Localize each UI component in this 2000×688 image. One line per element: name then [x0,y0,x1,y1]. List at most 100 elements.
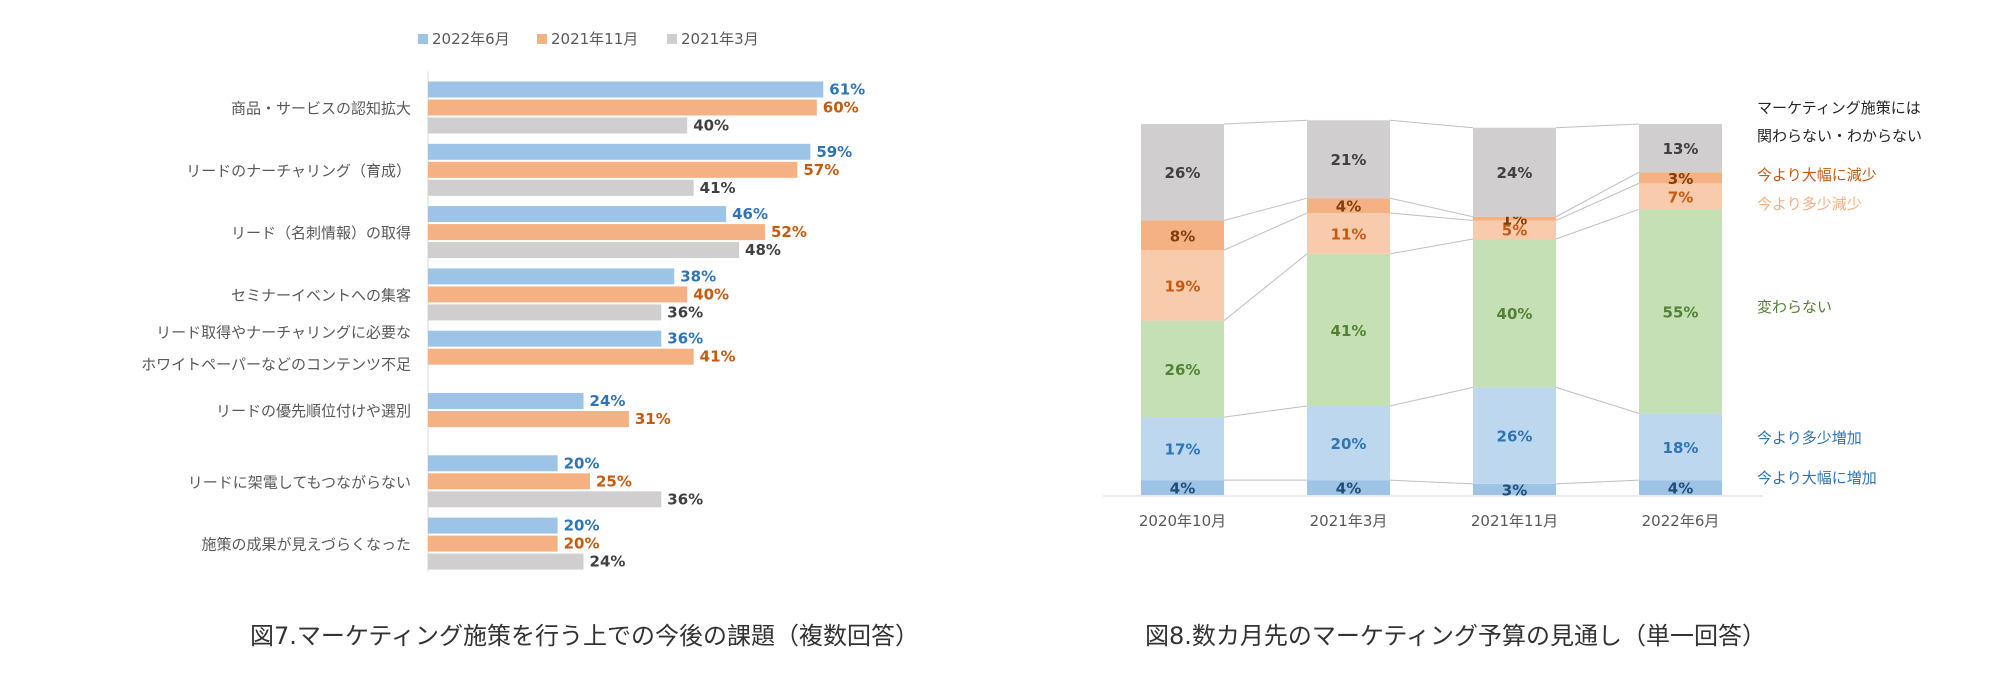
data-label: 20% [1331,435,1367,453]
data-label: 4% [1170,480,1195,498]
series-connector-line [1555,208,1640,240]
bar [428,535,558,552]
data-label: 17% [1165,441,1201,459]
data-label: 4% [1336,480,1361,498]
series-connector-line [1555,182,1640,221]
data-label: 19% [1165,277,1201,295]
bar [428,206,727,223]
data-label: 60% [823,99,859,117]
data-label: 26% [1497,428,1533,446]
data-label: 20% [564,535,600,553]
bar [428,304,662,321]
stack-segment [1473,483,1556,495]
stack-segment [1307,213,1390,254]
bar [428,81,824,98]
category-label: 2020年10月 [1139,512,1226,530]
data-label: 57% [803,161,839,179]
stack-segment [1639,480,1722,495]
data-label: 31% [635,410,671,428]
bar [428,143,811,160]
series-connector-line [1555,171,1640,218]
data-label: 3% [1668,170,1693,188]
data-label: 4% [1668,480,1693,498]
bar [428,242,740,259]
data-label: 61% [829,81,865,99]
stack-segment [1141,480,1224,495]
data-label: 40% [693,285,729,303]
bar [428,161,798,178]
stack-segment [1141,417,1224,481]
data-label: 20% [564,454,600,472]
data-label: 3% [1502,481,1527,499]
series-connector-line [1223,253,1308,322]
bar [428,224,765,241]
category-label: セミナーイベントへの集客 [231,286,411,304]
data-label: 24% [1497,164,1533,182]
category-label: 商品・サービスの認知拡大 [231,100,411,118]
data-label: 41% [700,179,736,197]
data-label: 41% [1331,322,1367,340]
stack-segment [1473,220,1556,240]
category-label: リードの優先順位付けや選別 [216,402,411,420]
bar [428,330,662,347]
data-label: 26% [1165,361,1201,379]
bar [428,455,558,472]
data-label: 13% [1663,140,1699,158]
stack-segment [1307,198,1390,214]
bar [428,179,694,196]
legend-label: 今より大幅に減少 [1757,166,1877,184]
bar [428,348,694,365]
stack-segment [1141,250,1224,321]
bar [428,517,558,534]
category-label: リード（名刺情報）の取得 [231,224,411,242]
legend-label: 2021年11月 [551,30,638,48]
stack-segment [1639,183,1722,210]
chart-marketing-budget-outlook: 4% 17% 26% 19% 8% 26% 2020年10月 4% 20% 41% 11% 4% 21%… [1103,99,1922,530]
stack-segment [1473,239,1556,388]
legend-label: マーケティング施策には [1757,99,1921,117]
data-label: 25% [596,472,632,490]
stack-segment [1639,413,1722,481]
series-connector-line [1223,119,1308,125]
legend-swatch [537,34,547,44]
category-label: 2021年11月 [1471,512,1558,530]
data-label: 52% [771,223,807,241]
series-connector-line [1389,386,1474,407]
legend-label: 2021年3月 [681,30,759,48]
series-connector-line [1389,479,1474,485]
category-label: リード取得やナーチャリングに必要な [156,324,411,342]
bar [428,393,584,409]
caption-figure-7: 図7.マーケティング施策を行う上での今後の課題（複数回答） [250,622,919,650]
caption-figure-8: 図8.数カ月先のマーケティング予算の見通し（単一回答） [1145,622,1766,650]
category-label: ホワイトペーパーなどのコンテンツ不足 [141,356,411,374]
data-label: 36% [667,490,703,508]
data-label: 41% [700,348,736,366]
series-connector-line [1555,386,1640,414]
bar [428,268,675,285]
data-label: 59% [816,143,852,161]
bar [428,473,590,490]
data-label: 40% [1497,305,1533,323]
series-connector-line [1389,238,1474,255]
stack-segment [1307,253,1390,406]
series-connector-line [1223,212,1308,251]
bar [428,117,688,134]
category-label: リードに架電してもつながらない [188,473,411,491]
data-label: 5% [1502,222,1527,240]
legend-label: 今より多少減少 [1757,195,1862,213]
data-label: 40% [693,117,729,135]
data-label: 46% [732,205,768,223]
legend-swatch [418,34,428,44]
series-connector-line [1223,197,1308,221]
stack-segment [1141,220,1224,251]
stack-segment [1307,480,1390,495]
stack-segment [1307,120,1390,199]
stack-segment [1141,320,1224,418]
data-label: 20% [564,517,600,535]
bar [428,99,817,116]
stack-segment [1639,124,1722,173]
category-label: リードのナーチャリング（育成） [186,162,411,180]
data-label: 55% [1663,303,1699,321]
data-label: 18% [1663,439,1699,457]
legend-swatch [667,34,677,44]
